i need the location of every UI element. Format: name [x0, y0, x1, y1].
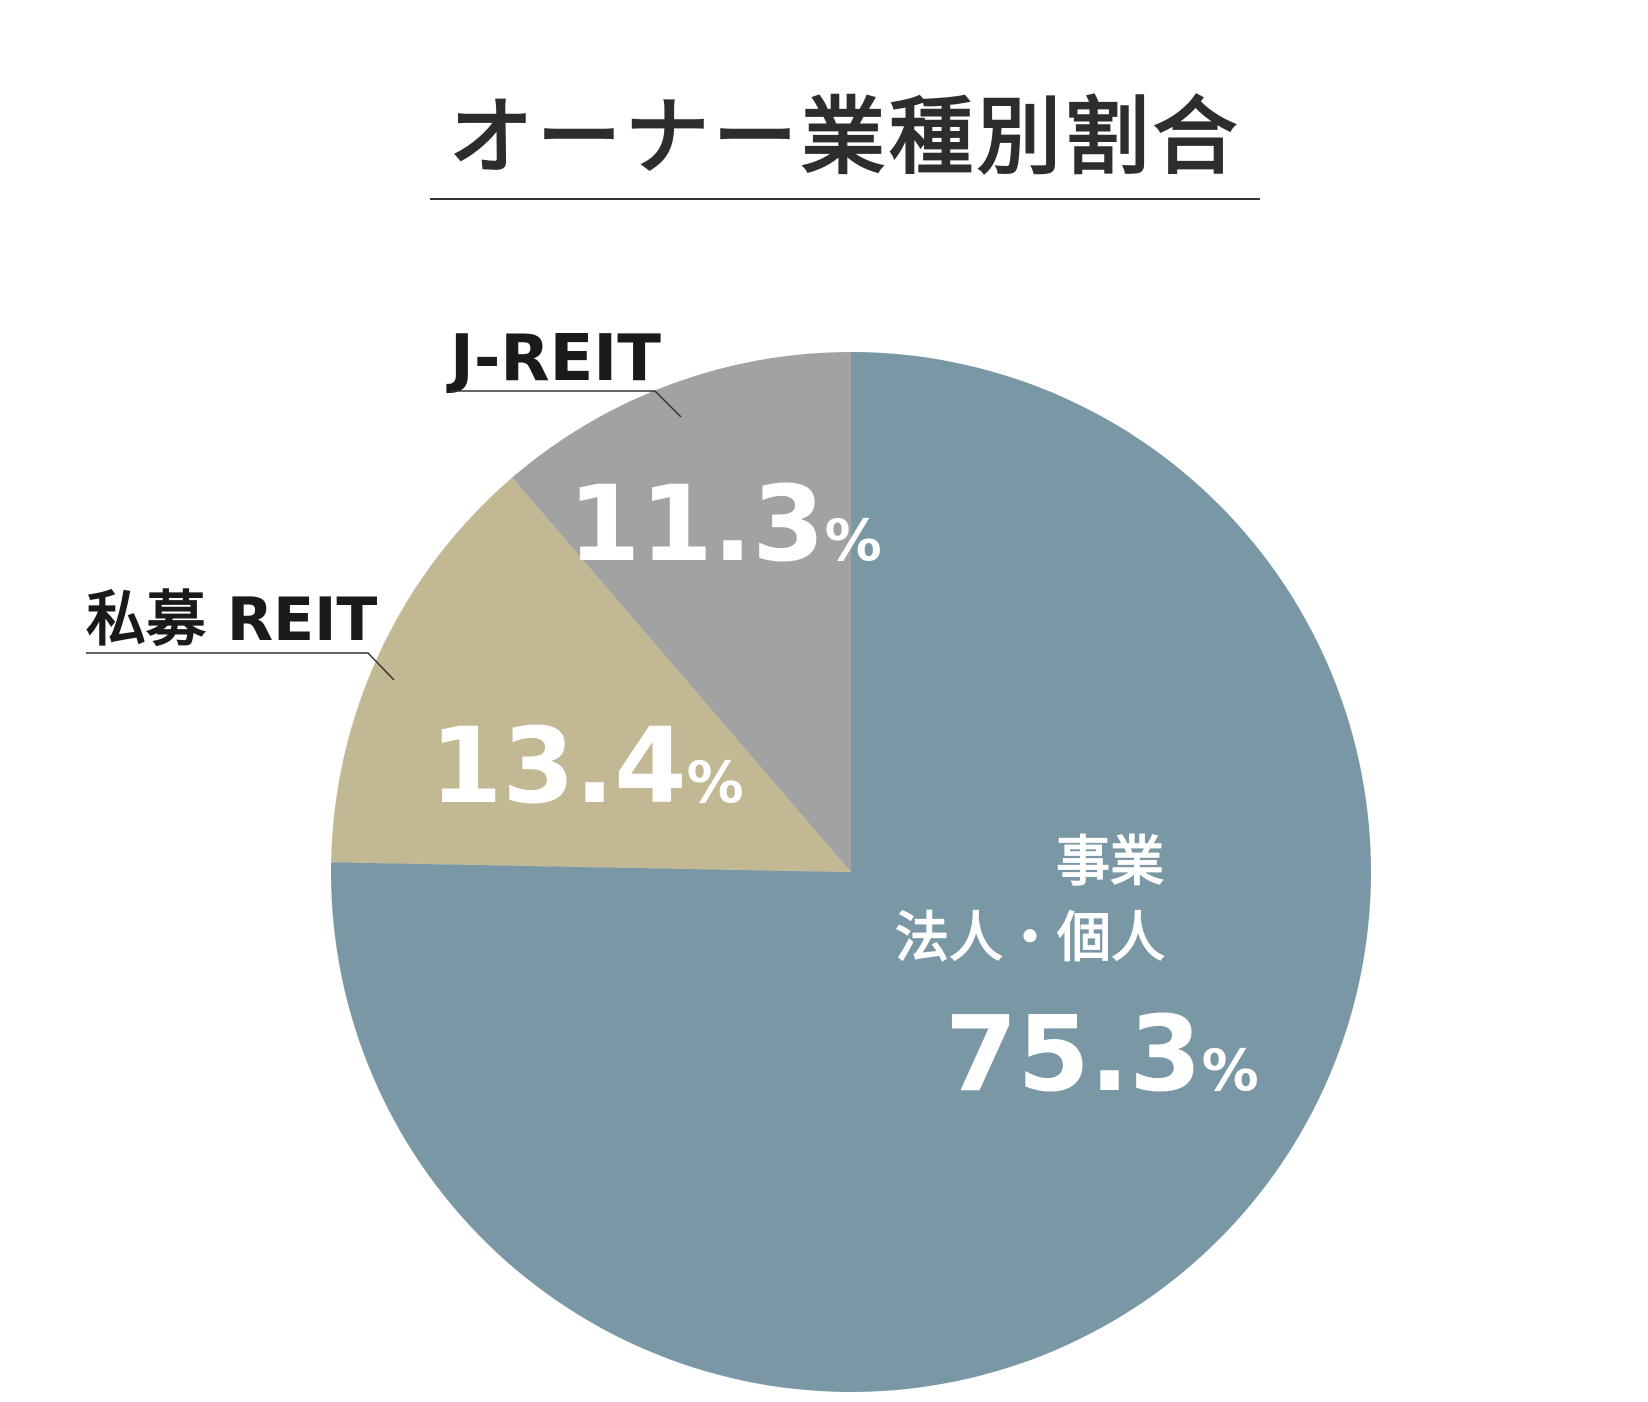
slice-category-label: 私募 REIT [86, 585, 377, 655]
slice-value-label: 11.3% [568, 463, 882, 585]
pie-slice [331, 477, 852, 872]
pie-slice [330, 352, 1371, 1392]
pie-slice [512, 352, 851, 872]
slice-value-label: 13.4% [430, 705, 744, 827]
leader-line [450, 390, 682, 418]
slice-category-label: J-REIT [446, 322, 661, 396]
title-divider [430, 198, 1260, 200]
slice-category-label: 法人・個人 [895, 906, 1165, 969]
leader-line [86, 652, 395, 681]
slice-category-label: 事業 [1056, 830, 1164, 893]
chart-title: オーナー業種別割合 [448, 88, 1241, 186]
slice-value-label: 75.3% [945, 993, 1259, 1115]
